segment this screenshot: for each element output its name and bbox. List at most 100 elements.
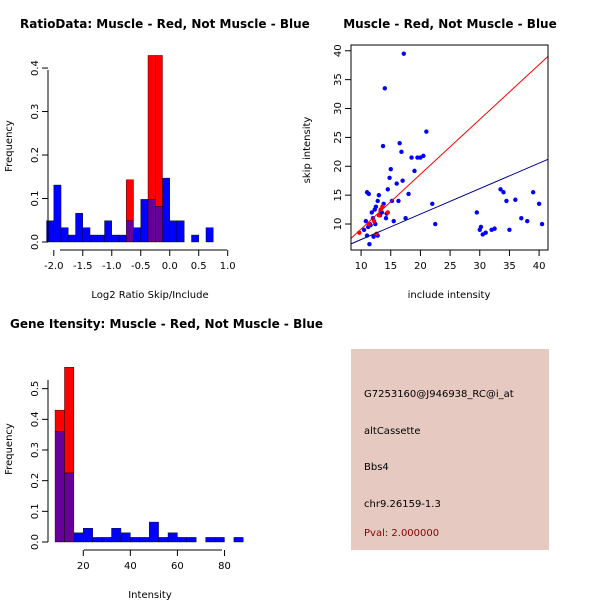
scatter-fit-lines [350,56,549,245]
scatter-plot-box [350,44,549,251]
histogram-bar-not-muscle [120,532,131,543]
histogram-bar-muscle [64,367,75,474]
x-tick-label: 35 [503,261,516,272]
histogram-bar-overlap [155,206,163,243]
histogram-bar-not-muscle [162,177,170,243]
y-tick-label: 25 [333,131,344,144]
scatter-point-not-muscle [403,216,408,221]
histogram-bar-not-muscle [82,227,91,243]
y-tick-label: 0.4 [30,60,41,76]
histogram-bar-muscle [147,55,156,200]
intensity-histogram-x-label: Intensity [128,590,172,600]
y-tick-label: 0.0 [30,234,41,250]
scatter-point-not-muscle [399,149,404,155]
y-tick-label: 35 [333,73,344,86]
scatter-point-not-muscle [382,86,388,91]
scatter-point-not-muscle [369,210,374,215]
scatter-point-not-muscle [539,221,545,227]
x-tick-label: 40 [124,561,137,572]
intensity-histogram-x-ticks: 20 40 60 80 [77,550,231,572]
x-tick-label: 1.0 [220,261,236,272]
scatter-point-not-muscle [400,178,405,183]
scatter-point-not-muscle [519,216,524,221]
y-tick-label: 0.5 [30,381,41,397]
histogram-bar-not-muscle [205,227,214,243]
y-tick-label: 0.3 [30,104,41,120]
histogram-bar-muscle [126,179,134,221]
x-tick-label: 60 [171,561,184,572]
histogram-bar-not-muscle [158,537,169,543]
histogram-bar-not-muscle [176,220,185,243]
histogram-bar-not-muscle [104,220,112,243]
scatter-point-not-muscle [513,197,518,202]
scatter-points [357,51,545,247]
histogram-bar-not-muscle [214,537,225,543]
scatter-point-not-muscle [363,218,369,224]
histogram-bar-not-muscle [169,220,178,243]
scatter-point-not-muscle [387,175,392,181]
histogram-bar-not-muscle [73,532,84,543]
scatter-point-not-muscle [371,234,376,239]
scatter-point-not-muscle [406,191,411,197]
ratio-histogram: RatioData: Muscle - Red, Not Muscle - Bl… [4,17,310,301]
y-tick-label: 20 [333,160,344,173]
scatter-point-not-muscle [412,168,417,174]
intensity-histogram-y-label: Frequency [4,423,15,475]
scatter-point-muscle [371,218,377,224]
probe-id: G7253160@J946938_RC@i_at [364,389,514,400]
histogram-bar-not-muscle [148,521,159,543]
scatter-point-not-muscle [394,181,399,186]
fit-line-not-muscle [350,158,549,245]
y-tick-label: 0.2 [30,147,41,163]
scatter-point-not-muscle [507,227,512,232]
scatter-point-not-muscle [504,198,509,204]
y-tick-label: 0.2 [30,473,41,489]
intensity-scatter: Muscle - Red, Not Muscle - Blue 10 15 20 25… [302,17,557,301]
y-tick-label: 0.1 [30,191,41,207]
scatter-x-ticks: 10 15 20 25 30 35 40 [355,250,546,272]
y-tick-label: 0.4 [30,411,41,427]
y-tick-label: 40 [333,44,344,57]
intensity-histogram-title: Gene Itensity: Muscle - Red, Not Muscle … [10,317,323,331]
histogram-bar-not-muscle [191,234,199,243]
histogram-bar-not-muscle [75,213,83,243]
x-tick-label: 40 [533,261,546,272]
scatter-point-not-muscle [375,198,380,204]
scatter-point-not-muscle [361,227,367,232]
histogram-bar-not-muscle [140,199,149,243]
histogram-bar-not-muscle [60,227,69,243]
x-tick-label: 20 [77,561,90,572]
x-tick-label: 15 [384,261,397,272]
scatter-point-not-muscle [367,242,372,247]
scatter-x-label: include intensity [408,290,491,301]
histogram-bar-not-muscle [205,537,216,543]
ratio-histogram-y-ticks: 0.0 0.1 0.2 0.3 0.4 [30,60,48,250]
scatter-point-not-muscle [525,218,530,224]
scatter-point-muscle [385,210,390,215]
scatter-point-not-muscle [478,224,484,230]
scatter-point-not-muscle [430,201,435,207]
histogram-bar-overlap [54,431,65,543]
x-tick-label: -1.5 [73,261,93,272]
x-tick-label: -2.0 [44,261,64,272]
scatter-point-not-muscle [536,201,542,207]
scatter-point-not-muscle [401,51,407,56]
fit-line-muscle [350,56,549,239]
x-tick-label: -1.0 [102,261,122,272]
info-panel: G7253160@J946938_RC@i_at altCassette Bbs… [351,349,549,550]
x-tick-label: -0.5 [131,261,151,272]
x-tick-label: 25 [444,261,457,272]
histogram-bar-overlap [126,220,134,243]
scatter-title: Muscle - Red, Not Muscle - Blue [343,17,557,31]
histogram-bar-not-muscle [53,184,62,243]
scatter-point-not-muscle [483,230,488,235]
scatter-point-not-muscle [391,218,396,224]
scatter-point-not-muscle [474,210,479,215]
scatter-point-not-muscle [385,187,390,192]
x-tick-label: 20 [414,261,427,272]
x-tick-label: 0.5 [191,261,207,272]
histogram-bar-not-muscle [92,537,103,543]
y-tick-label: 10 [333,218,344,231]
scatter-point-not-muscle [366,191,372,197]
